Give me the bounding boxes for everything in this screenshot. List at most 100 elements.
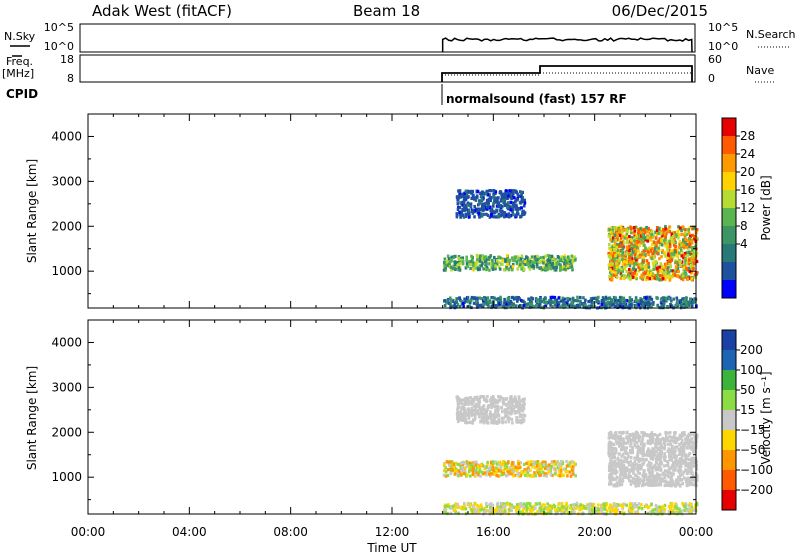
echo-cell [488, 474, 492, 478]
echo-cell [496, 198, 499, 202]
echo-cell [681, 297, 684, 301]
echo-cell [467, 300, 470, 304]
echo-cell [520, 421, 523, 425]
echo-cell [486, 296, 490, 300]
echo-cell [445, 460, 449, 464]
echo-cell [527, 302, 530, 306]
echo-cell [675, 463, 678, 467]
echo-cell [672, 252, 676, 256]
echo-cell [631, 273, 634, 277]
echo-cell [628, 471, 631, 475]
echo-cell [647, 463, 650, 467]
colorbar-box [722, 190, 736, 208]
echo-cell [491, 267, 495, 271]
echo-cell [602, 506, 605, 510]
y-tick-label: 1000 [51, 470, 82, 484]
echo-cell [492, 215, 496, 219]
echo-cell [535, 511, 539, 515]
echo-cell [523, 414, 527, 418]
echo-cell [690, 254, 694, 258]
echo-cell [668, 272, 671, 276]
echo-cell [640, 273, 644, 277]
echo-cell [542, 297, 546, 301]
echo-cell [635, 456, 638, 460]
echo-cell [532, 257, 536, 261]
echo-cell [669, 269, 673, 273]
echo-cell [511, 264, 515, 269]
echo-cell [642, 451, 646, 455]
echo-cell [475, 260, 479, 264]
echo-cell [650, 274, 654, 278]
echo-cell [656, 435, 659, 439]
echo-cell [523, 198, 526, 202]
echo-cell [447, 460, 451, 464]
echo-cell [655, 449, 658, 454]
echo-cell [631, 465, 634, 469]
echo-cell [560, 459, 563, 464]
echo-cell [458, 189, 461, 194]
echo-cell [510, 411, 514, 415]
echo-cell [609, 230, 613, 234]
station-title: Adak West (fitACF) [92, 2, 232, 20]
echo-cell [517, 258, 520, 262]
echo-cell [670, 474, 674, 478]
echo-cell [498, 267, 502, 271]
echo-cell [510, 194, 514, 198]
echo-cell [609, 226, 613, 231]
echo-cell [612, 302, 616, 306]
echo-cell [497, 395, 500, 399]
echo-cell [634, 296, 638, 300]
echo-cell [636, 254, 639, 258]
echo-cell [687, 300, 691, 304]
echo-cell [672, 480, 675, 484]
echo-cell [620, 482, 624, 486]
echo-cell [639, 301, 643, 305]
echo-cell [648, 303, 652, 307]
echo-cell [664, 473, 668, 477]
echo-cell [668, 225, 671, 229]
echo-cell [457, 469, 461, 473]
echo-cell [563, 511, 566, 515]
echo-cell [629, 502, 632, 506]
echo-cell [497, 214, 500, 218]
echo-cell [630, 242, 634, 246]
echo-cell [683, 302, 686, 306]
echo-cell [491, 258, 494, 263]
echo-cell [648, 452, 651, 456]
echo-cell [630, 502, 634, 506]
echo-cell [648, 273, 652, 277]
echo-cell [622, 241, 625, 245]
echo-cell [666, 241, 669, 245]
echo-cell [478, 470, 481, 474]
echo-cell [674, 505, 677, 509]
echo-cell [608, 476, 611, 480]
echo-cell [690, 304, 694, 308]
echo-cell [629, 460, 632, 464]
echo-cell [667, 270, 670, 274]
echo-cell [443, 508, 446, 512]
echo-cell [487, 201, 490, 205]
echo-cell [689, 252, 693, 256]
echo-cell [476, 409, 480, 413]
echo-cell [687, 303, 691, 307]
echo-cell [690, 458, 693, 462]
echo-cell [677, 245, 681, 249]
echo-cell [480, 507, 484, 512]
echo-cell [571, 472, 575, 476]
echo-cell [460, 473, 463, 477]
echo-cell [664, 431, 668, 435]
echo-cell [620, 454, 623, 458]
echo-cell [634, 484, 638, 488]
echo-cell [683, 432, 686, 437]
echo-cell [637, 230, 640, 235]
echo-cell [654, 441, 658, 445]
echo-cell [663, 503, 667, 507]
echo-cell [528, 504, 532, 508]
echo-cell [612, 452, 616, 457]
echo-cell [476, 209, 479, 213]
echo-cell [498, 507, 501, 512]
echo-cell [502, 400, 506, 404]
echo-cell [677, 448, 681, 452]
echo-cell [651, 472, 654, 476]
echo-cell [559, 266, 562, 270]
